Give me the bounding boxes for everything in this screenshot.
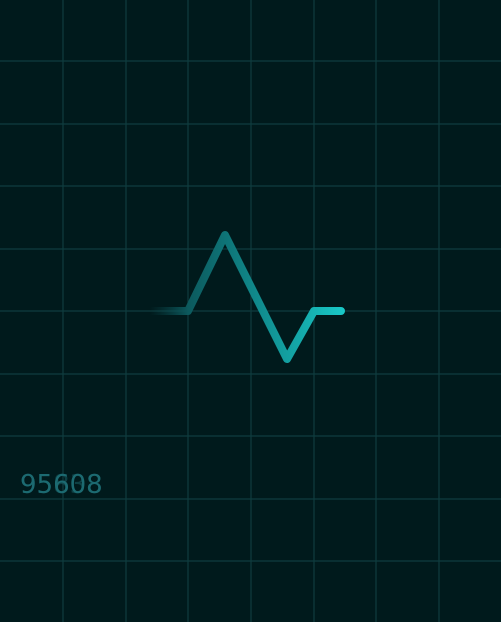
numeric-readout: 95838 95608 [20, 470, 103, 500]
readout-text: 95608 [20, 470, 103, 500]
readout-ghost-text: 95838 [20, 470, 103, 500]
